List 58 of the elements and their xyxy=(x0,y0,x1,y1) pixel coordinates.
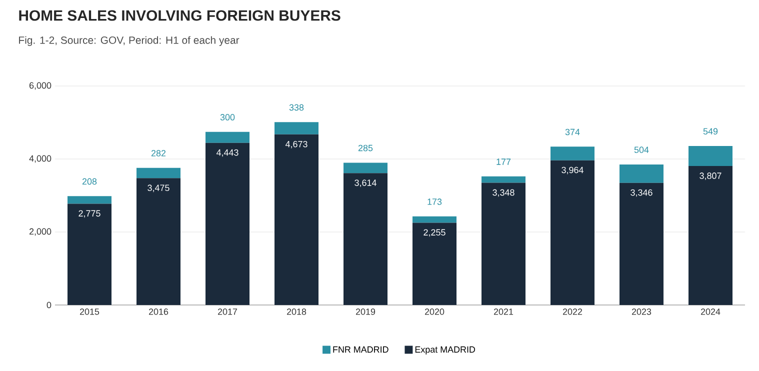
data-label: 3,475 xyxy=(148,184,170,192)
x-tick-label: 2017 xyxy=(218,308,238,315)
bar xyxy=(412,222,456,305)
data-label: 374 xyxy=(565,128,580,136)
y-tick-label: 2,000 xyxy=(29,228,52,236)
x-tick-label: 2016 xyxy=(148,308,168,315)
bar xyxy=(274,134,318,305)
bar xyxy=(620,182,664,305)
bar xyxy=(68,196,112,204)
data-label: 282 xyxy=(151,150,166,156)
data-label: 177 xyxy=(496,158,511,165)
bar xyxy=(136,178,180,305)
data-label: 173 xyxy=(428,198,442,205)
x-tick-label: 2024 xyxy=(700,308,720,315)
bar xyxy=(136,168,180,178)
bar xyxy=(344,162,388,174)
bar xyxy=(482,182,526,305)
data-label: 2,775 xyxy=(78,210,100,218)
bar xyxy=(344,173,388,305)
data-label: 504 xyxy=(634,146,649,153)
data-label: 549 xyxy=(703,128,718,135)
data-label: 4,673 xyxy=(285,140,308,148)
y-tick-label: 0 xyxy=(46,302,52,308)
bar xyxy=(550,146,595,160)
data-label: 338 xyxy=(289,104,304,111)
bar xyxy=(688,166,733,305)
y-tick-label: 4,000 xyxy=(29,155,52,163)
bar xyxy=(206,142,250,305)
bar xyxy=(482,176,526,183)
data-label: 3,348 xyxy=(492,189,514,197)
bar xyxy=(688,146,733,166)
data-label: 3,807 xyxy=(700,172,722,180)
data-label: 300 xyxy=(220,114,235,120)
bar xyxy=(620,164,664,183)
x-tick-label: 2019 xyxy=(356,308,376,315)
x-tick-label: 2023 xyxy=(632,308,652,315)
bar xyxy=(206,132,250,143)
data-label: 3,964 xyxy=(562,166,584,174)
x-tick-label: 2022 xyxy=(562,308,582,315)
x-tick-label: 2015 xyxy=(80,308,100,315)
x-tick-label: 2018 xyxy=(286,308,306,315)
chart-subtitle: Fig. 1-2, Source: GOV, Period: H1 of each year xyxy=(19,36,240,46)
data-label: 4,443 xyxy=(216,149,238,157)
data-label: 208 xyxy=(82,178,97,185)
data-label: 285 xyxy=(358,144,373,152)
y-tick-label: 6,000 xyxy=(29,82,52,90)
bar xyxy=(412,216,456,223)
data-label: 3,614 xyxy=(354,180,376,187)
x-tick-label: 2020 xyxy=(424,308,444,315)
data-label: 3,346 xyxy=(630,189,652,197)
x-tick-label: 2021 xyxy=(494,308,514,315)
chart-title: HOME SALES INVOLVING FOREIGN BUYERS xyxy=(19,10,340,21)
legend-label: FNR MADRID xyxy=(333,346,388,353)
bar xyxy=(550,160,595,305)
data-label: 2,255 xyxy=(424,229,446,237)
legend-label: Expat MADRID xyxy=(415,346,476,354)
bar xyxy=(274,122,318,134)
bar xyxy=(68,204,112,305)
